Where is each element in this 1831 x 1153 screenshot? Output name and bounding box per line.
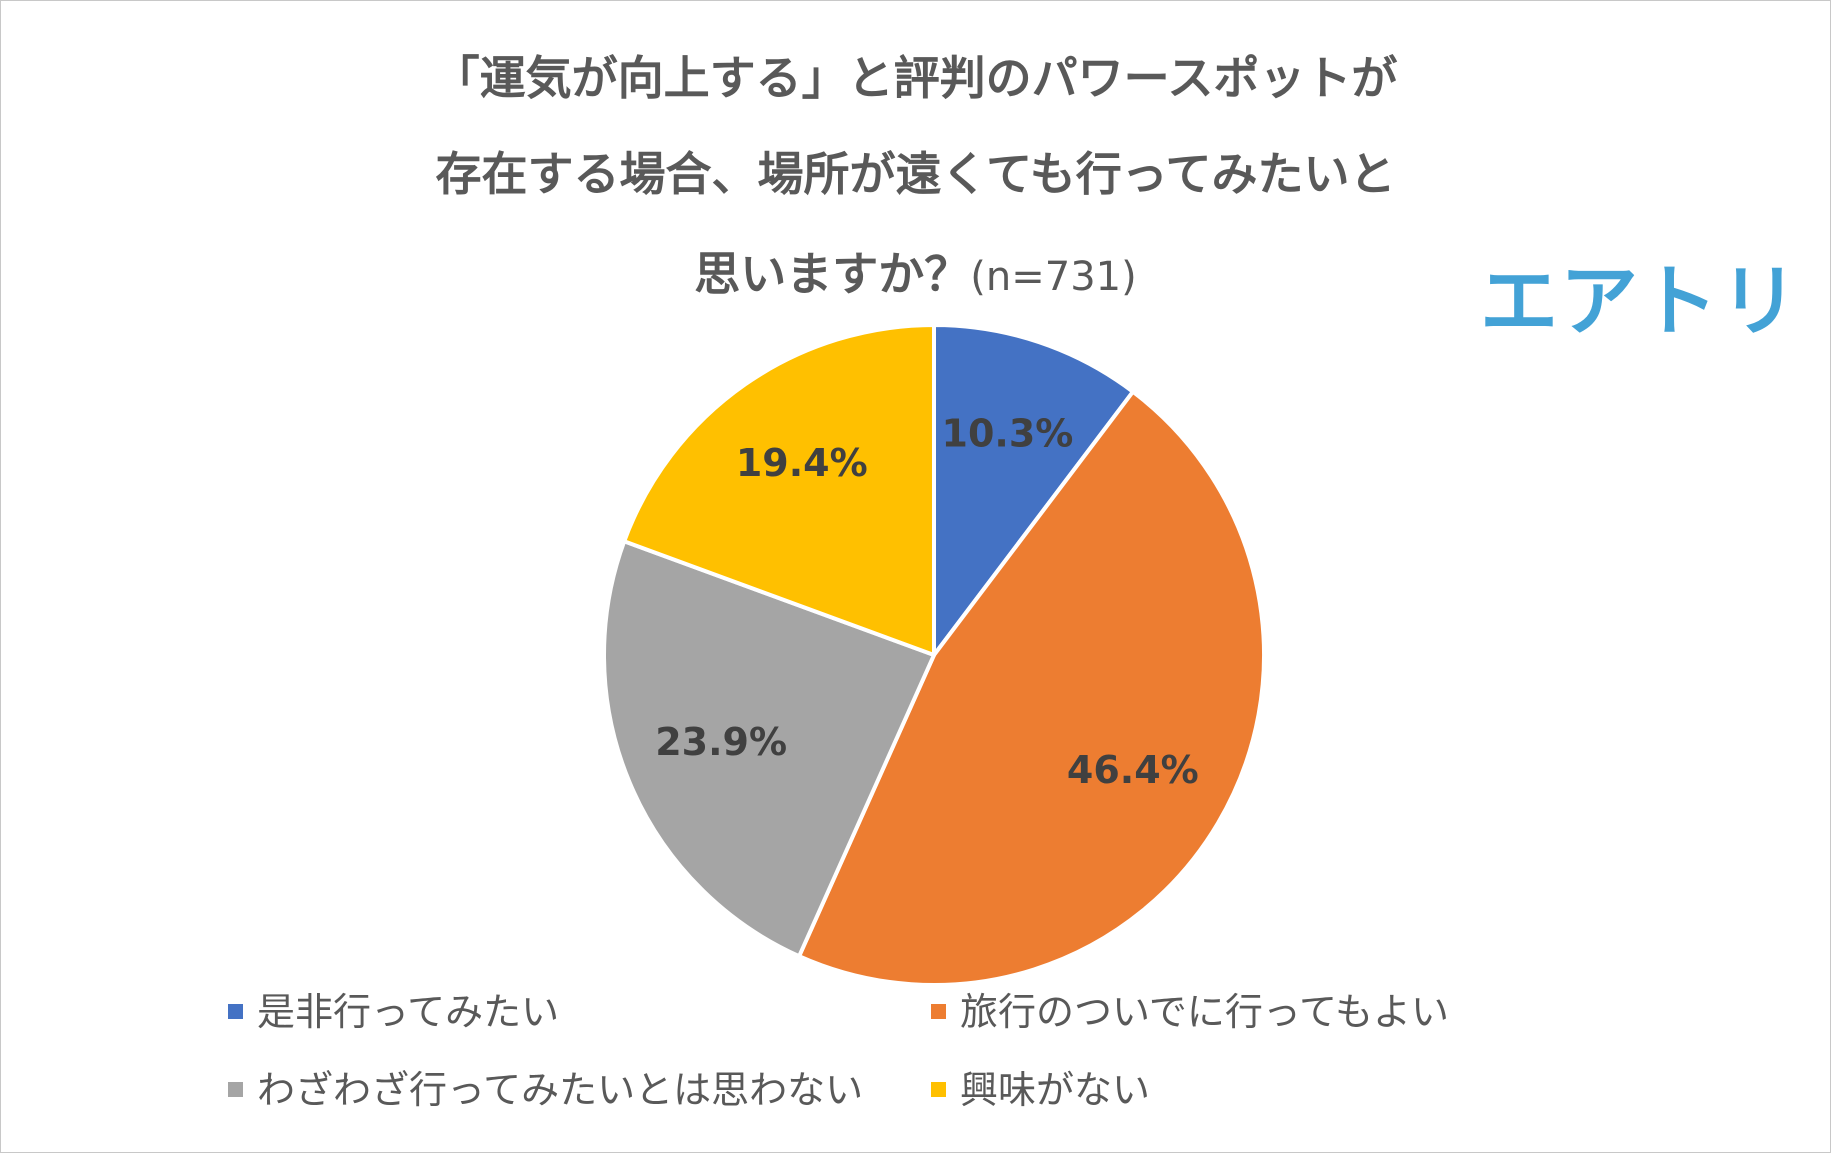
legend-item-1: 旅行のついでに行ってもよい	[931, 987, 1449, 1037]
chart-title-line-2: 存在する場合、場所が遠くても行ってみたいと	[435, 147, 1396, 201]
data-label-2: 23.9%	[655, 720, 787, 764]
legend-swatch-0	[228, 1004, 243, 1019]
sample-size-label: (n=731)	[970, 254, 1137, 300]
legend-swatch-2	[228, 1082, 243, 1097]
chart-title-line-3: 思いますか？(n=731)	[0, 244, 1831, 307]
pie-slice-0	[932, 323, 1135, 657]
chart-title-line-1: 「運気が向上する」と評判のパワースポットが	[433, 51, 1398, 105]
legend-item-3: 興味がない	[931, 1065, 1150, 1115]
legend-item-0: 是非行ってみたい	[228, 987, 559, 1037]
legend-label-1: 旅行のついでに行ってもよい	[960, 990, 1450, 1034]
data-label-3: 19.4%	[736, 441, 868, 485]
airtrip-logo: エアトリ	[1480, 257, 1801, 347]
legend-swatch-1	[931, 1004, 946, 1019]
legend-swatch-3	[931, 1082, 946, 1097]
legend-item-2: わざわざ行ってみたいとは思わない	[228, 1065, 863, 1115]
pie-slice-3	[622, 323, 936, 657]
data-label-0: 10.3%	[942, 411, 1074, 455]
legend-label-2: わざわざ行ってみたいとは思わない	[257, 1068, 864, 1112]
data-label-1: 46.4%	[1067, 748, 1199, 792]
legend-label-0: 是非行ってみたい	[257, 990, 560, 1034]
pie-slice-2	[602, 539, 936, 959]
pie-slice-1	[797, 389, 1266, 987]
chart-title-question: 思いますか？	[694, 247, 971, 301]
legend-label-3: 興味がない	[960, 1068, 1151, 1112]
